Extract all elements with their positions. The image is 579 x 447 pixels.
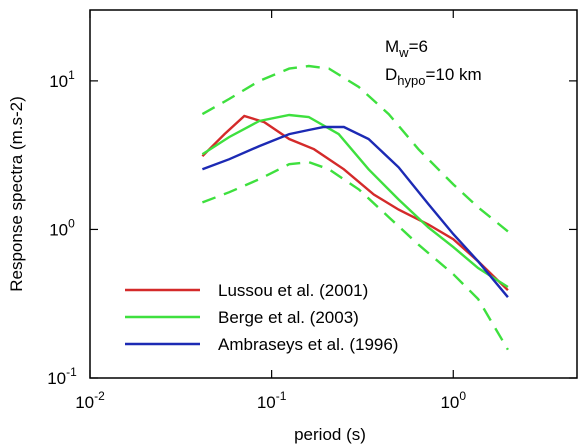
y-tick-label-base: 10 [49,72,68,91]
y-tick-label-base: 10 [49,220,68,239]
legend-label: Lussou et al. (2001) [218,281,368,300]
annotation-main: M [385,37,399,56]
x-tick-label-base: 10 [257,393,276,412]
y-tick-label: 101 [49,68,75,91]
y-tick-label: 100 [49,216,75,239]
annotation-rest: =10 km [425,65,481,84]
x-tick-label-exponent: -2 [94,389,105,403]
y-tick-label: 10-1 [47,365,77,388]
x-tick-label-exponent: -1 [276,389,287,403]
x-axis-label: period (s) [294,425,366,444]
legend-label: Ambraseys et al. (1996) [218,335,398,354]
series-line [201,113,509,289]
annotation-sub: hypo [397,73,425,88]
series-line [201,125,509,298]
series-line [201,114,509,292]
x-tick-label-base: 10 [440,393,459,412]
x-tick-label-exponent: 0 [459,389,466,403]
y-axis-label: Response spectra (m.s-2) [7,96,26,292]
x-tick-label-base: 10 [75,393,94,412]
x-tick-label: 10-1 [257,389,287,412]
series-line [201,160,509,351]
x-tick-label: 100 [440,389,466,412]
annotation: Mw=6 [385,37,428,60]
series-line [201,64,509,233]
annotation-sub: w [398,45,409,60]
y-tick-label-exponent: -1 [66,365,77,379]
annotation-main: D [385,65,397,84]
x-tick-label: 10-2 [75,389,105,412]
annotation-rest: =6 [409,37,428,56]
annotation: Dhypo=10 km [385,65,482,88]
y-tick-label-exponent: 0 [68,216,75,230]
legend-label: Berge et al. (2003) [218,308,359,327]
plot-frame [89,9,578,379]
y-tick-label-base: 10 [47,369,66,388]
y-tick-label-exponent: 1 [68,68,75,82]
